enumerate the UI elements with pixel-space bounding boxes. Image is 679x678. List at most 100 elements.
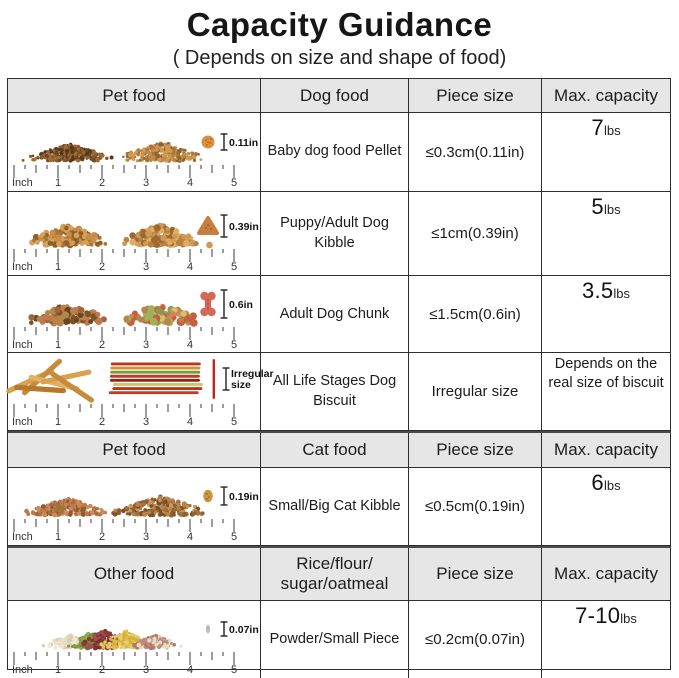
inch-ruler: Inch 1 2 3 4 5 <box>12 165 237 189</box>
page-header: Capacity Guidance ( Depends on size and … <box>0 0 679 70</box>
svg-text:4: 4 <box>186 339 192 351</box>
svg-text:Inch: Inch <box>12 416 33 428</box>
svg-text:5: 5 <box>230 261 236 273</box>
svg-text:2: 2 <box>98 664 104 676</box>
header-cat-food: Cat food <box>260 433 408 467</box>
piece-size-value: ≤0.5cm(0.19in) <box>408 468 541 545</box>
food-name: Puppy/Adult Dog Kibble <box>260 192 408 275</box>
header-rice-flour: Rice/flour/ sugar/oatmeal <box>260 548 408 600</box>
piece-size-value: ≤0.3cm(0.11in) <box>408 113 541 191</box>
svg-text:4: 4 <box>186 261 192 273</box>
svg-text:2: 2 <box>98 531 104 543</box>
capacity-unit: lbs <box>613 286 631 301</box>
food-sample-image: 0.11in Inch 1 2 3 4 5 <box>8 113 260 191</box>
food-pile-illustration: 0.19in <box>23 486 259 518</box>
svg-text:3: 3 <box>142 531 148 543</box>
table-row: 0.11in Inch 1 2 3 4 5 Baby dog food Pellet ≤0… <box>8 113 670 192</box>
svg-text:0.07in: 0.07in <box>229 624 259 636</box>
svg-text:Inch: Inch <box>12 177 33 189</box>
food-name: Adult Dog Chunk <box>260 276 408 353</box>
table-row: 0.6in Inch 1 2 3 4 5 Adult Dog Chunk ≤1.5cm(0… <box>8 276 670 353</box>
svg-text:Inch: Inch <box>12 531 33 543</box>
inch-ruler: Inch 1 2 3 4 5 <box>12 327 237 351</box>
food-sample-image: 0.07in Inch 1 2 3 4 5 <box>8 601 260 678</box>
max-capacity-value: 5 lbs <box>541 192 670 275</box>
max-capacity-value: Depends on the real size of biscuit <box>541 353 670 430</box>
svg-text:1: 1 <box>54 339 60 351</box>
food-name: Small/Big Cat Kibble <box>260 468 408 545</box>
capacity-unit: lbs <box>603 478 621 493</box>
svg-text:0.39in: 0.39in <box>229 221 259 233</box>
svg-text:3: 3 <box>142 261 148 273</box>
food-name: Baby dog food Pellet <box>260 113 408 191</box>
capacity-unit: lbs <box>620 611 637 626</box>
capacity-unit: lbs <box>603 123 621 138</box>
food-name: Powder/Small Piece <box>260 601 408 678</box>
svg-text:1: 1 <box>54 177 60 189</box>
svg-text:5: 5 <box>230 339 236 351</box>
food-pile-illustration: 0.11in <box>21 133 258 164</box>
capacity-number: 5 <box>591 194 604 219</box>
header-piece-size: Piece size <box>408 548 541 600</box>
header-other-food: Other food <box>93 564 175 584</box>
svg-text:size: size <box>231 379 251 391</box>
piece-size-value: Irregular size <box>408 353 541 430</box>
food-sample-image: 0.19in Inch 1 2 3 4 5 <box>8 468 260 545</box>
food-pile-illustration: 0.6in <box>27 289 252 327</box>
grain-pile-illustration: 0.07in <box>41 621 259 651</box>
max-capacity-value: 7-10 lbs <box>541 601 670 678</box>
svg-text:4: 4 <box>186 416 192 428</box>
header-rice-flour-line2: sugar/oatmeal <box>280 574 389 593</box>
header-piece-size: Piece size <box>408 433 541 467</box>
svg-text:1: 1 <box>54 531 60 543</box>
page-title: Capacity Guidance <box>186 6 493 43</box>
section-header-cat-food: Pet food Cat food Piece size Max. capaci… <box>8 431 670 468</box>
inch-ruler: Inch 1 2 3 4 5 <box>12 404 237 428</box>
table-row: Irregular size Inch 1 2 3 4 5 All Life Stages … <box>5 353 670 431</box>
food-name: All Life Stages Dog Biscuit <box>260 353 408 430</box>
piece-size-value: ≤1.5cm(0.6in) <box>408 276 541 353</box>
header-dog-food: Dog food <box>260 79 408 112</box>
max-capacity-value: 3.5 lbs <box>541 276 670 353</box>
svg-text:4: 4 <box>186 531 192 543</box>
piece-size-value: ≤0.2cm(0.07in) <box>408 601 541 678</box>
svg-text:2: 2 <box>98 416 104 428</box>
food-sample-image: 0.6in Inch 1 2 3 4 5 <box>8 276 260 353</box>
header-pet-food: Pet food <box>102 85 166 105</box>
header-piece-size: Piece size <box>408 79 541 112</box>
header-max-capacity: Max. capacity <box>541 548 670 600</box>
header-rice-flour-line1: Rice/flour/ <box>296 554 373 574</box>
table-row: 0.39in Inch 1 2 3 4 5 Puppy/Adult Dog Kibble … <box>8 192 670 276</box>
svg-text:5: 5 <box>230 531 236 543</box>
svg-text:3: 3 <box>142 339 148 351</box>
header-max-capacity: Max. capacity <box>541 79 670 112</box>
svg-text:Irregular: Irregular <box>231 368 274 380</box>
svg-text:2: 2 <box>98 339 104 351</box>
capacity-number: 7-10 <box>575 603 621 628</box>
svg-text:Inch: Inch <box>12 339 33 351</box>
food-sample-image: Irregular size Inch 1 2 3 4 5 <box>5 353 273 430</box>
capacity-number: 6 <box>591 470 604 495</box>
svg-text:Inch: Inch <box>12 261 33 273</box>
inch-ruler: Inch 1 2 3 4 5 <box>12 519 237 543</box>
svg-text:3: 3 <box>142 177 148 189</box>
inch-ruler: Inch 1 2 3 4 5 <box>12 652 237 676</box>
svg-text:Inch: Inch <box>12 664 33 676</box>
capacity-table: Pet food Dog food Piece size Max. capaci… <box>5 78 671 678</box>
page-subtitle: ( Depends on size and shape of food) <box>172 47 507 69</box>
svg-text:0.11in: 0.11in <box>229 137 258 149</box>
svg-text:2: 2 <box>98 177 104 189</box>
svg-text:3: 3 <box>142 664 148 676</box>
piece-size-value: ≤1cm(0.39in) <box>408 192 541 275</box>
svg-text:5: 5 <box>230 177 236 189</box>
svg-text:4: 4 <box>186 664 192 676</box>
inch-ruler: Inch 1 2 3 4 5 <box>12 249 237 273</box>
section-header-dog-food: Pet food Dog food Piece size Max. capaci… <box>8 79 670 113</box>
svg-text:3: 3 <box>142 416 148 428</box>
svg-text:0.19in: 0.19in <box>229 491 259 503</box>
capacity-number: 7 <box>591 115 604 140</box>
capacity-number: 3.5 <box>581 278 614 303</box>
max-capacity-value: 7 lbs <box>541 113 670 191</box>
table-row: 0.19in Inch 1 2 3 4 5 Small/Big Cat Kibble ≤0… <box>8 468 670 546</box>
